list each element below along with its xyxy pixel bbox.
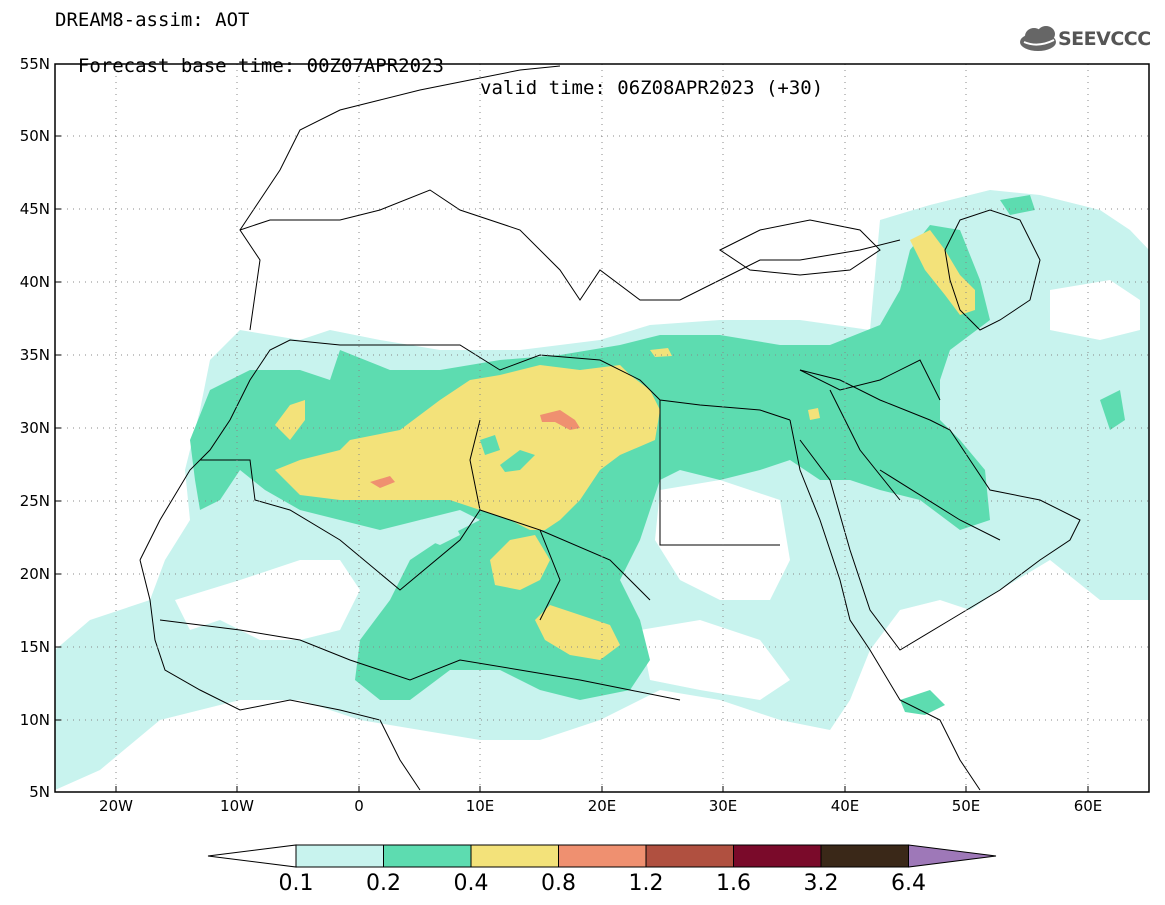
aot-field-medium-hole-libya — [500, 450, 535, 472]
border-north-africa — [200, 400, 780, 621]
colorbar-segment-6 — [733, 844, 822, 868]
aot-field-high-caucasus — [910, 230, 975, 315]
lon-label: 60E — [1074, 797, 1103, 815]
lon-label: 0 — [354, 797, 364, 815]
lon-label: 50E — [952, 797, 981, 815]
lon-label: 30E — [709, 797, 738, 815]
border-middle-east — [799, 359, 1001, 541]
aot-field-high — [275, 365, 660, 530]
forecast-base-time: Forecast base time: 00Z07APR2023 — [77, 55, 444, 77]
colorbar-segment-5 — [645, 844, 734, 868]
seevccc-logo — [1020, 26, 1056, 51]
lat-label: 5N — [29, 783, 50, 801]
colorbar-label: 0.1 — [279, 871, 314, 896]
aot-field-low-hole-sahara — [175, 560, 360, 640]
colorbar-label: 6.4 — [891, 871, 926, 896]
colorbar-segment-4 — [558, 844, 647, 868]
colorbar-label: 0.4 — [454, 871, 489, 896]
lat-label: 55N — [20, 55, 50, 73]
coastline-europe-north — [239, 65, 561, 231]
coastline-red-sea — [789, 419, 981, 791]
aot-field-medium-hole — [420, 515, 460, 545]
lat-label: 20N — [20, 565, 50, 583]
map-title: DREAM8-assim: AOT — [55, 9, 250, 31]
lat-labels: 55N 50N 45N 40N 35N 30N 25N 20N 15N 10N … — [20, 55, 50, 801]
aot-field-very-high-algeria — [370, 476, 395, 488]
colorbar-label: 1.6 — [716, 871, 751, 896]
coastline-arabia — [799, 369, 1081, 651]
lon-label: 40E — [831, 797, 860, 815]
colorbar-under-arrow — [207, 844, 297, 868]
lon-label: 10W — [220, 797, 254, 815]
colorbar: 0.1 0.2 0.4 0.8 1.2 1.6 3.2 6.4 — [207, 844, 997, 896]
coastline-africa-west — [139, 559, 421, 791]
colorbar-segment-2 — [383, 844, 472, 868]
valid-time: valid time: 06Z08APR2023 (+30) — [480, 77, 824, 99]
colorbar-label: 0.2 — [366, 871, 401, 896]
lat-label: 30N — [20, 419, 50, 437]
aot-field-medium-caucasus — [1000, 195, 1035, 215]
aot-field-medium-yemen — [900, 690, 945, 715]
colorbar-label: 1.2 — [629, 871, 664, 896]
aot-field-low-hole-sudan — [640, 620, 790, 700]
border-sahel — [159, 619, 681, 701]
aot-field-low-east — [1030, 340, 1140, 470]
lat-label: 40N — [20, 273, 50, 291]
aot-field-high-sinai — [808, 408, 820, 420]
aot-field-medium-gulf-east — [1100, 390, 1125, 430]
lon-label: 20W — [99, 797, 133, 815]
aot-field-medium-hole-algeria — [480, 435, 500, 455]
lat-label: 45N — [20, 200, 50, 218]
forecast-times: Forecast base time: 00Z07APR2023 valid t… — [55, 33, 823, 99]
colorbar-segment-7 — [820, 844, 909, 868]
colorbar-over-arrow — [908, 844, 997, 868]
colorbar-label: 3.2 — [804, 871, 839, 896]
aot-field-low-hole-egypt — [655, 480, 790, 600]
coastline-caspian — [944, 209, 1041, 331]
coastline-europe — [239, 189, 901, 331]
aot-field-high-morocco — [275, 400, 305, 440]
lat-label: 25N — [20, 492, 50, 510]
lat-label: 50N — [20, 127, 50, 145]
lat-label: 35N — [20, 346, 50, 364]
lon-labels: 20W 10W 0 10E 20E 30E 40E 50E 60E — [99, 797, 1102, 815]
coastlines — [139, 65, 1081, 791]
aot-field-very-high-libya — [540, 410, 580, 430]
graticule — [55, 64, 1149, 792]
aot-field-high-niger — [535, 605, 620, 660]
aot-field-low-hole-east — [1050, 280, 1140, 340]
colorbar-segment-1 — [295, 844, 384, 868]
lat-label: 10N — [20, 711, 50, 729]
axis-ticks — [55, 63, 1089, 793]
lat-label: 15N — [20, 638, 50, 656]
colorbar-segment-3 — [470, 844, 559, 868]
coastline-black-sea — [719, 219, 881, 276]
colorbar-labels: 0.1 0.2 0.4 0.8 1.2 1.6 3.2 6.4 — [279, 871, 927, 896]
colorbar-label: 0.8 — [541, 871, 576, 896]
logo-text: SEEVCCC — [1058, 28, 1151, 50]
lon-label: 10E — [466, 797, 495, 815]
cloud-icon — [1020, 26, 1056, 51]
aot-field-high-chad — [490, 535, 550, 590]
lon-label: 20E — [588, 797, 617, 815]
